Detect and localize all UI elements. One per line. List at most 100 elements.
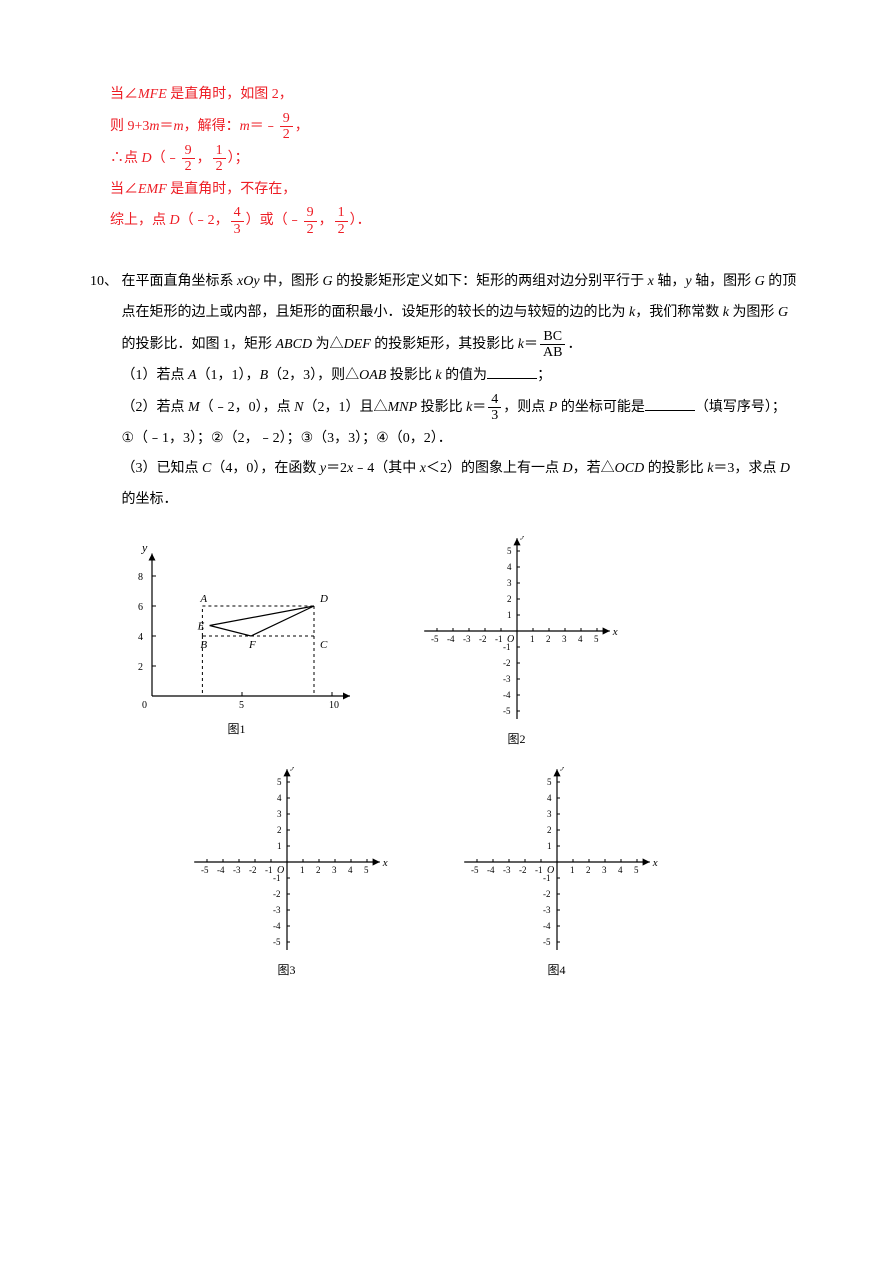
- t: ，我们称常数: [635, 305, 723, 320]
- svg-text:y: y: [290, 767, 296, 771]
- svg-text:2: 2: [277, 825, 282, 835]
- t: xOy: [237, 274, 260, 289]
- t: 轴，图形: [692, 274, 755, 289]
- svg-text:-5: -5: [273, 937, 281, 947]
- svg-text:-4: -4: [543, 921, 551, 931]
- t: 9: [182, 143, 195, 159]
- t: ＝2: [326, 461, 347, 476]
- svg-text:-1: -1: [503, 642, 511, 652]
- t: ＝3，求点: [713, 461, 780, 476]
- svg-text:5: 5: [364, 865, 369, 875]
- figure-4: xyO-5-4-3-2-11234512345-1-2-3-4-5 图4: [452, 767, 662, 983]
- t: OAB: [359, 368, 386, 383]
- svg-text:2: 2: [586, 865, 591, 875]
- t: （2，1）且△: [304, 400, 388, 415]
- svg-text:0: 0: [142, 700, 147, 711]
- t: （2，3），则△: [268, 368, 359, 383]
- svg-text:2: 2: [507, 594, 512, 604]
- t: N: [294, 400, 303, 415]
- t: 2: [213, 159, 226, 174]
- t: A: [188, 368, 197, 383]
- t: ，则点: [503, 400, 549, 415]
- t: DEF: [344, 337, 371, 352]
- t: AB: [540, 345, 565, 360]
- t: 的值为: [442, 368, 488, 383]
- svg-text:-3: -3: [233, 865, 241, 875]
- t: 当∠: [110, 182, 138, 197]
- t: （填写序号）；: [695, 400, 786, 415]
- t: （1，1），: [197, 368, 260, 383]
- t: （3）已知点: [122, 461, 203, 476]
- t: 9: [304, 205, 317, 221]
- t: ABCD: [276, 337, 313, 352]
- svg-text:-3: -3: [543, 905, 551, 915]
- t: ）或（﹣: [246, 214, 302, 229]
- svg-text:-1: -1: [543, 873, 551, 883]
- svg-text:-1: -1: [535, 865, 543, 875]
- figures-container: xy05102468ABCDEF 图1 xyO-5-4-3-2-11234512…: [122, 536, 802, 984]
- t: 是直角时，不存在，: [167, 182, 297, 197]
- svg-text:-5: -5: [471, 865, 479, 875]
- t: 轴，: [654, 274, 686, 289]
- t: D: [780, 461, 790, 476]
- svg-text:-4: -4: [273, 921, 281, 931]
- solution-block: 当∠MFE 是直角时，如图 2， 则 9+3m＝m，解得：m＝﹣92， ∴点 D…: [90, 80, 802, 237]
- svg-text:E: E: [196, 620, 204, 632]
- t: 中，图形: [260, 274, 323, 289]
- svg-text:y: y: [560, 767, 566, 771]
- t: ﹣4（其中: [353, 461, 420, 476]
- svg-text:2: 2: [547, 825, 552, 835]
- t: ＝: [524, 337, 538, 352]
- svg-text:2: 2: [546, 634, 551, 644]
- svg-text:3: 3: [562, 634, 567, 644]
- t: 2: [304, 222, 317, 237]
- t: EMF: [138, 182, 167, 197]
- sol-line4: 当∠EMF 是直角时，不存在，: [110, 175, 802, 206]
- t: OCD: [615, 461, 645, 476]
- t: （﹣: [152, 151, 180, 166]
- t: ＝: [160, 119, 174, 134]
- svg-text:5: 5: [547, 777, 552, 787]
- t: 1: [213, 143, 226, 159]
- svg-text:2: 2: [316, 865, 321, 875]
- svg-text:5: 5: [634, 865, 639, 875]
- svg-text:x: x: [651, 857, 657, 869]
- t: 的坐标可能是: [557, 400, 645, 415]
- svg-text:-2: -2: [543, 889, 551, 899]
- svg-text:4: 4: [618, 865, 623, 875]
- t: （4，0），在函数: [211, 461, 320, 476]
- t: 的投影矩形，其投影比: [371, 337, 518, 352]
- svg-text:5: 5: [507, 546, 512, 556]
- t: （2）若点: [122, 400, 189, 415]
- t: 则 9+3: [110, 119, 149, 134]
- svg-text:-4: -4: [503, 690, 511, 700]
- t: （﹣2，: [180, 214, 229, 229]
- t: m: [174, 119, 184, 134]
- fig3-label: 图3: [182, 957, 392, 983]
- svg-text:-2: -2: [249, 865, 257, 875]
- fig1-label: 图1: [122, 716, 352, 742]
- t: ＝﹣: [250, 119, 278, 134]
- svg-text:3: 3: [547, 809, 552, 819]
- svg-text:5: 5: [594, 634, 599, 644]
- svg-text:D: D: [319, 593, 328, 605]
- t: 是直角时，如图 2，: [167, 87, 293, 102]
- svg-text:-1: -1: [273, 873, 281, 883]
- svg-text:-3: -3: [273, 905, 281, 915]
- t: D: [563, 461, 573, 476]
- svg-text:-3: -3: [463, 634, 471, 644]
- t: 综上，点: [110, 214, 170, 229]
- figure-2: xyO-5-4-3-2-11234512345-1-2-3-4-5 图2: [412, 536, 622, 752]
- t: 9: [280, 111, 293, 127]
- t: ）；: [228, 151, 249, 166]
- t: ；: [537, 368, 551, 383]
- t: D: [170, 214, 180, 229]
- svg-text:-4: -4: [447, 634, 455, 644]
- q10-sub2: （2）若点 M（﹣2，0），点 N（2，1）且△MNP 投影比 k＝43，则点 …: [122, 392, 802, 424]
- t: ，: [197, 151, 211, 166]
- t: ，解得：: [184, 119, 240, 134]
- q10-sub3: （3）已知点 C（4，0），在函数 y＝2x﹣4（其中 x＜2）的图象上有一点 …: [122, 454, 802, 516]
- t: 4: [488, 392, 501, 408]
- t: BC: [540, 329, 565, 345]
- t: 投影比: [417, 400, 466, 415]
